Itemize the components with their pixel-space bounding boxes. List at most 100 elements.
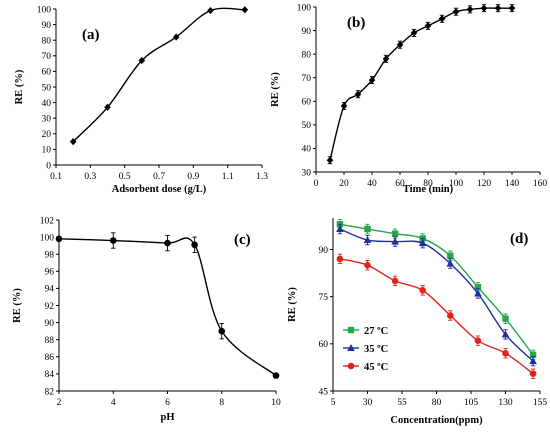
legend-entry-2: 45 ºC [343,362,388,373]
y-tick-label: 40 [302,145,312,155]
x-tick-label: 55 [397,398,407,408]
legend-label: 35 ºC [364,344,388,355]
x-tick-label: 0 [314,179,319,189]
x-tick-label: 6 [165,398,170,408]
chart-panel-3: 2 4 6 8 10 82 84 86 88 90 92 94 96 98 100 102 pH RE (%) (c… [12,216,281,423]
legend-label: 45 ºC [364,362,388,373]
x-tick-label: 0.9 [187,172,199,182]
point-p2-s0-0 [55,235,63,243]
point-p3-s1-5 [474,289,482,297]
x-tick-label: 155 [533,398,548,408]
point-p3-s1-4 [446,259,455,267]
y-tick-label: 96 [45,268,55,278]
point-p3-s2-3 [419,287,427,294]
panel-label: (a) [82,27,100,43]
point-p1-s0-0 [326,156,334,164]
y-tick-label: 80 [302,50,312,60]
point-p1-s0-13 [508,4,516,12]
point-p3-s2-5 [474,337,482,344]
x-tick-label: 30 [363,398,373,408]
x-tick-label: 140 [505,179,520,189]
point-p3-s2-0 [336,255,344,263]
chart-panel-1: 0.1 0.3 0.5 0.7 0.9 1.1 1.3 0 10 20 30 40 50 60 70 80 90… [14,5,268,195]
y-tick-label: 92 [45,302,55,312]
x-axis-label: pH [160,412,174,423]
y-axis-label: RE (%) [12,288,23,323]
series-line-1 [339,228,534,362]
y-tick-label: 82 [45,387,55,397]
point-p0-s0-5 [241,6,249,14]
point-p3-s1-6 [501,330,510,338]
y-tick-label: 70 [302,74,312,84]
point-p0-s0-2 [138,56,146,65]
y-tick-label: 98 [45,251,55,261]
point-p3-s1-3 [418,239,427,247]
point-p1-s0-4 [382,55,390,63]
y-tick-label: 10 [42,146,52,156]
point-p3-s0-7 [529,351,537,359]
y-tick-label: 84 [45,370,55,380]
legend-entry-0: 27 ºC [343,326,388,337]
y-tick-label: 45 [319,387,329,397]
chart-panel-4: 5 30 55 80 105 130 155 45 60 75 90 Concentration(pp… [287,218,547,426]
legend-entry-1: 35 ºC [343,344,388,355]
point-p1-s0-2 [354,90,362,98]
point-p3-s2-1 [364,261,371,269]
y-tick-label: 90 [302,27,312,37]
y-tick-label: 30 [42,115,52,125]
y-tick-label: 30 [302,168,312,178]
point-p1-s0-7 [424,22,432,30]
x-axis-label: Concentration(ppm) [390,415,483,426]
point-p3-s0-4 [447,252,454,259]
panel-label: (d) [510,231,528,247]
panel-label: (b) [347,15,365,31]
x-tick-label: 8 [219,398,224,408]
y-tick-label: 86 [45,353,55,363]
y-tick-label: 50 [42,83,52,93]
point-p3-s2-7 [529,370,537,378]
point-p3-s2-2 [391,277,399,285]
x-tick-label: 120 [477,179,492,189]
point-p2-s0-2 [164,239,171,247]
point-p3-s0-2 [391,230,399,237]
point-p3-slegend0-0 [347,326,355,334]
point-p1-s0-12 [494,4,502,12]
point-p3-s0-6 [502,315,509,322]
y-tick-label: 90 [45,319,55,329]
point-p1-s0-3 [368,76,376,84]
y-tick-label: 75 [319,293,329,303]
point-p0-s0-4 [207,6,214,15]
point-p3-s1-2 [391,237,399,245]
y-tick-label: 100 [297,3,312,13]
y-tick-label: 70 [42,52,52,62]
y-tick-label: 88 [45,336,55,346]
point-p3-s0-5 [474,284,482,291]
y-tick-label: 90 [319,246,329,256]
x-tick-label: 80 [432,398,442,408]
y-tick-label: 100 [37,5,52,15]
series-line-0 [72,7,245,143]
x-axis-label: Adsorbent dose (g/L) [112,184,207,195]
y-axis-label: RE (%) [270,72,281,107]
y-tick-label: 80 [42,37,52,47]
point-p3-slegend2-0 [347,362,355,370]
point-p2-s0-5 [272,372,280,379]
x-tick-label: 60 [395,179,405,189]
x-tick-label: 160 [533,179,548,189]
point-p2-s0-3 [191,241,198,249]
y-tick-label: 90 [42,21,52,31]
y-tick-label: 40 [42,99,52,109]
point-p1-s0-1 [340,102,348,110]
point-p2-s0-1 [109,237,117,244]
point-p3-s1-7 [529,357,537,365]
x-tick-label: 80 [423,179,433,189]
point-p0-s0-0 [69,138,77,146]
point-p1-s0-6 [410,29,418,37]
point-p0-s0-1 [104,103,111,111]
point-p3-s2-4 [447,312,454,319]
x-tick-label: 100 [449,179,464,189]
x-tick-label: 0.3 [84,172,96,182]
y-axis-label: RE (%) [287,287,298,322]
legend-label: 27 ºC [364,326,388,337]
